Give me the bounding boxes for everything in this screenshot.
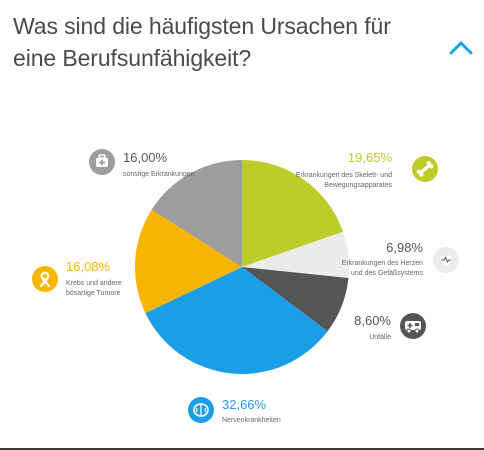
value-label-herz: 6,98% [386, 240, 423, 255]
annotation-krebs: 16,08% Krebs und andere bösartige Tumore [32, 259, 122, 297]
ambulance-icon [400, 313, 426, 339]
bottom-divider [0, 448, 484, 450]
pie-slice-skelett [242, 160, 344, 267]
category-label-herz: Erkrankungen des Herzen [342, 260, 423, 267]
category-label-krebs: Krebs und andere [66, 280, 122, 287]
collapse-button[interactable] [448, 38, 474, 58]
annotation-skelett: 19,65% Erkrankungen des Skelett- und Beweg… [296, 150, 438, 189]
brain-icon [188, 397, 214, 423]
cancer-ribbon-icon [32, 266, 58, 292]
pie-slice-herz [242, 231, 349, 278]
category-label-krebs: bösartige Tumore [66, 290, 121, 297]
annotation-unfaelle: 8,60% Unfälle [354, 313, 426, 341]
category-label-nerven: Nervenkrankheiten [222, 417, 281, 424]
value-label-skelett: 19,65% [348, 150, 393, 165]
pie-slice-unfaelle [242, 267, 349, 332]
category-label-sonstige: sonstige Erkrankungen [123, 171, 195, 178]
pie-slice-sonstige [151, 160, 242, 267]
pie-slice-krebs [134, 209, 242, 314]
value-label-unfaelle: 8,60% [354, 313, 391, 328]
value-label-krebs: 16,08% [66, 259, 111, 274]
category-label-skelett: Bewegungsapparates [324, 182, 392, 189]
pie-slices [134, 160, 349, 374]
page-title: Was sind die häufigsten Ursachen für ein… [13, 13, 391, 71]
category-label-skelett: Erkrankungen des Skelett- und [296, 172, 392, 179]
annotation-sonstige: 16,00% sonstige Erkrankungen [89, 149, 195, 178]
heart-icon [433, 247, 459, 273]
annotation-herz: 6,98% Erkrankungen des Herzen und des Gefä… [342, 240, 459, 277]
value-label-nerven: 32,66% [222, 397, 267, 412]
header: Was sind die häufigsten Ursachen für ein… [13, 10, 423, 74]
bone-icon [412, 156, 438, 182]
chevron-up-icon [449, 41, 473, 55]
medical-kit-icon [89, 149, 115, 175]
value-label-sonstige: 16,00% [123, 150, 168, 165]
category-label-unfaelle: Unfälle [369, 334, 391, 341]
chart-annotations: 19,65% Erkrankungen des Skelett- und Beweg… [32, 149, 459, 424]
category-label-herz: und des Gefäßsystems [351, 270, 423, 277]
annotation-nerven: 32,66% Nervenkrankheiten [188, 397, 281, 424]
pie-slice-nerven [145, 267, 328, 374]
